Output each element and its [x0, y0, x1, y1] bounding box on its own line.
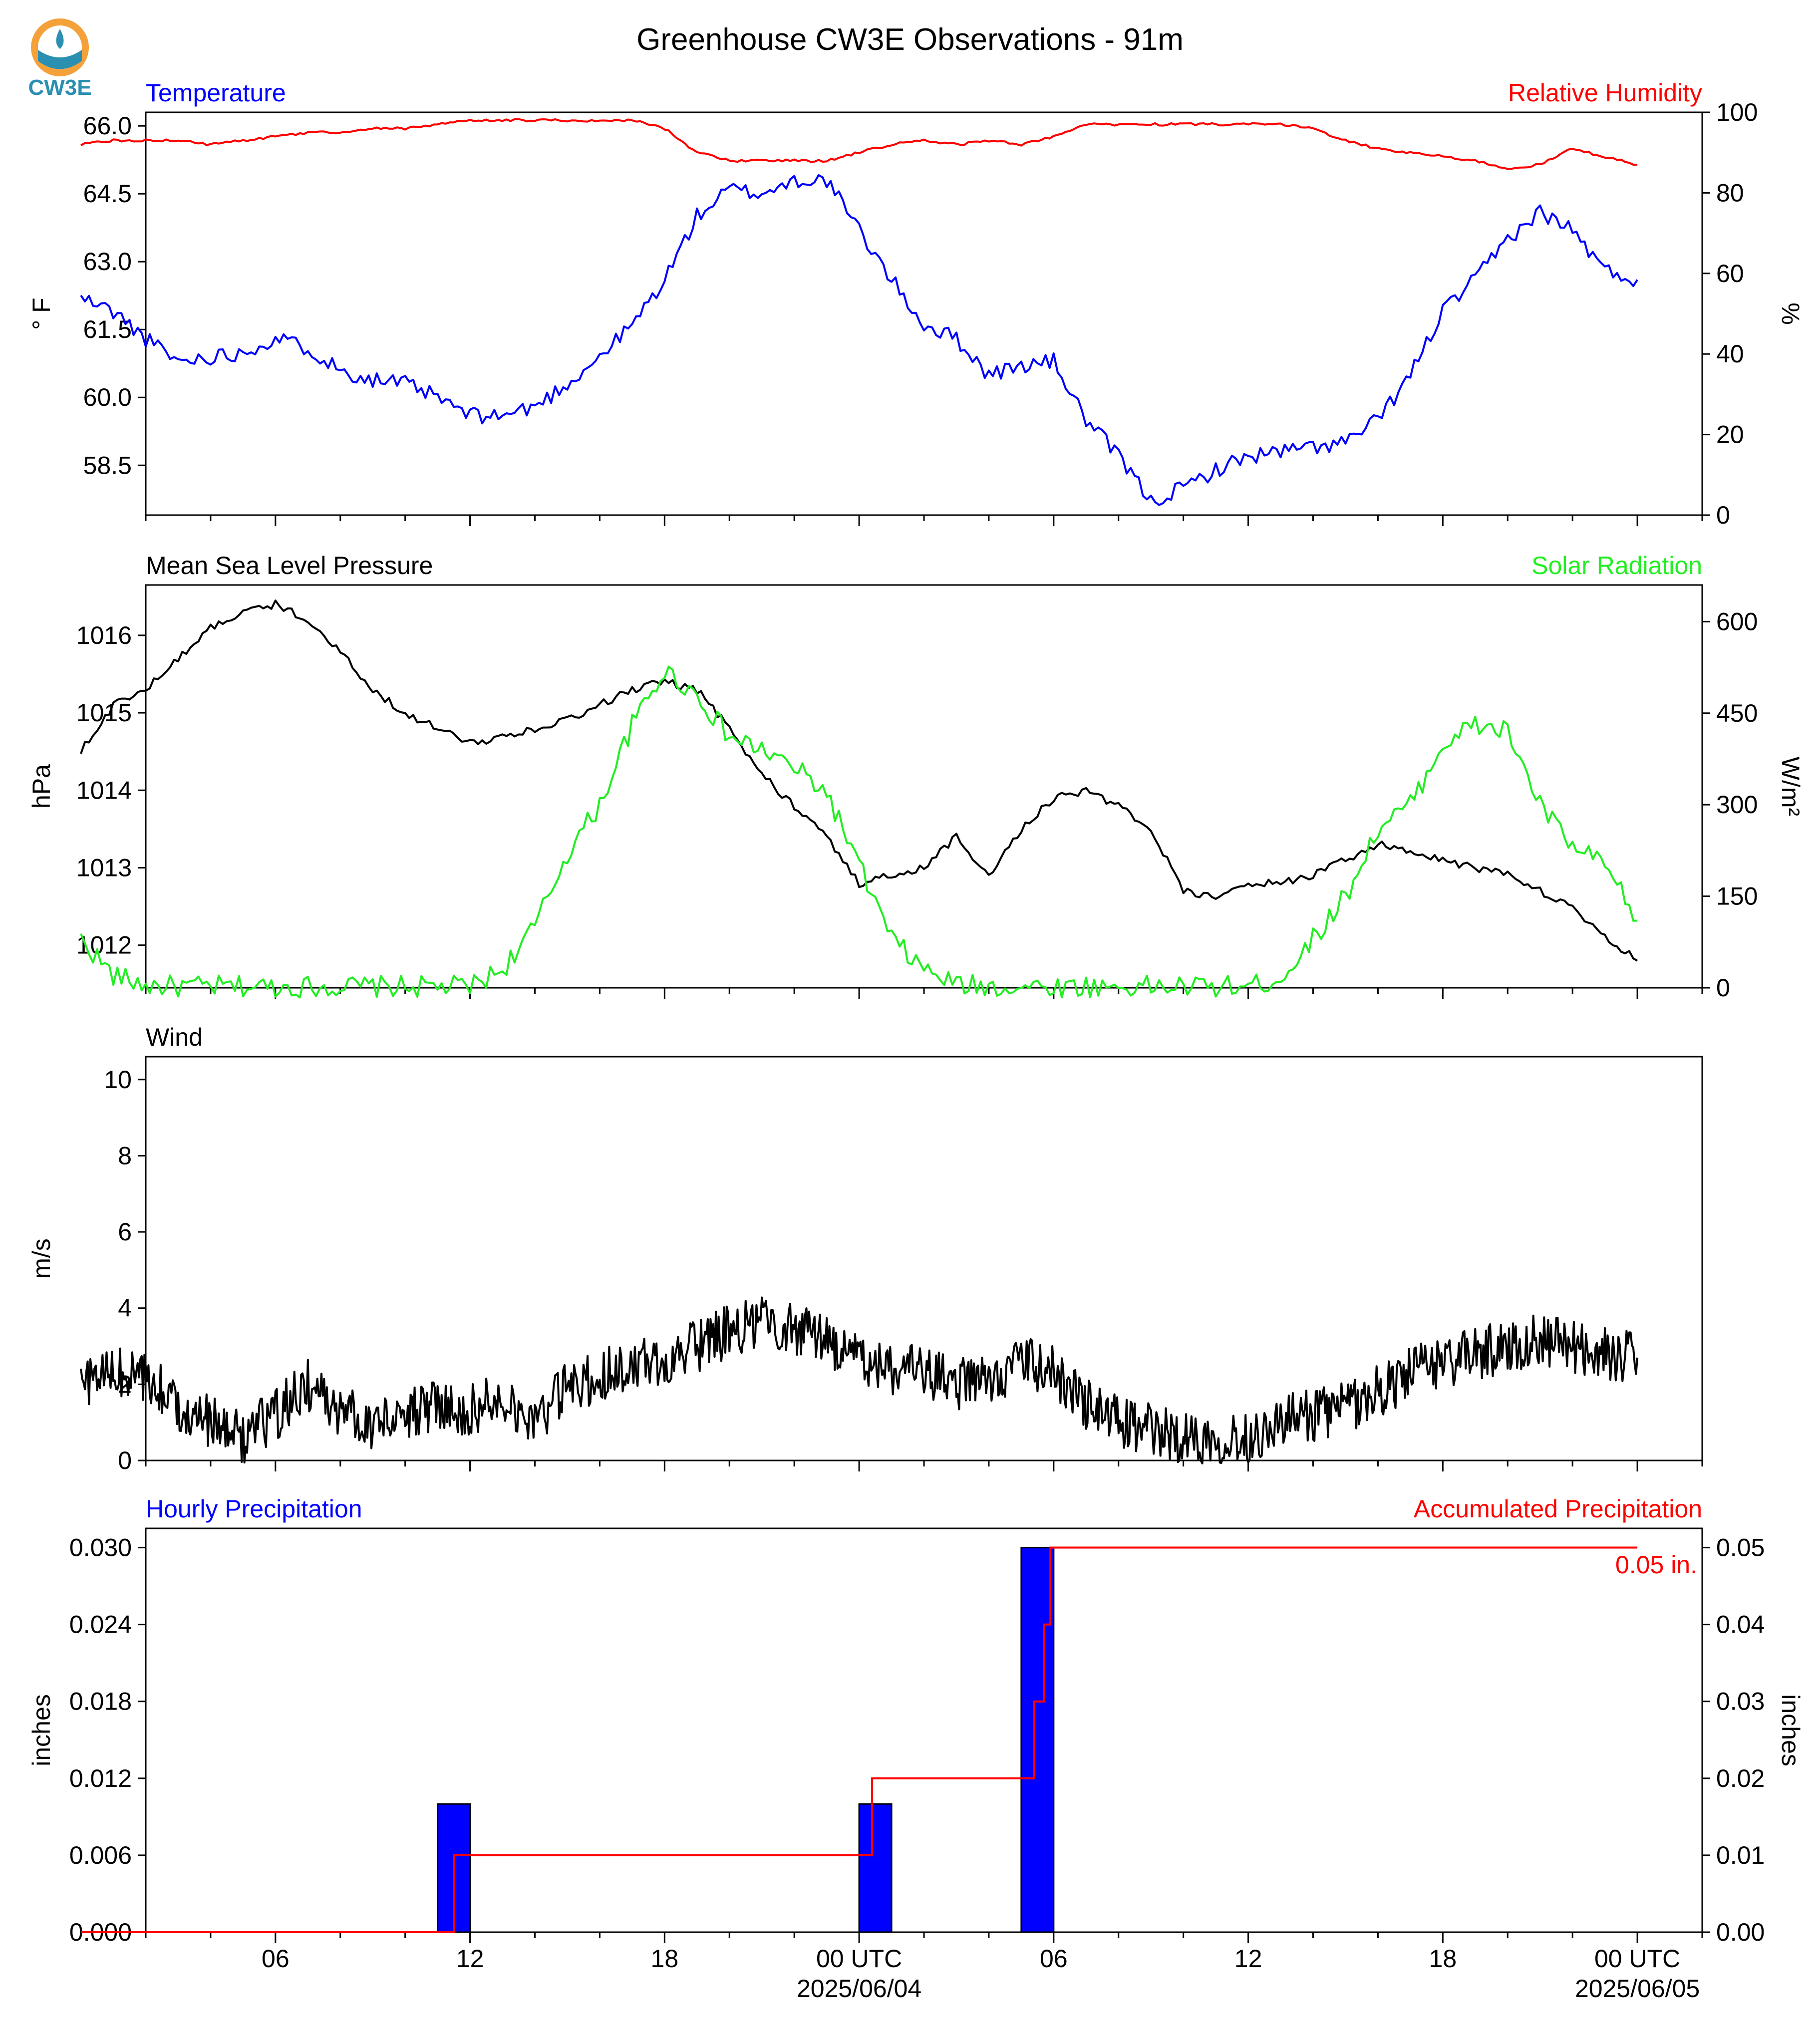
x-tick-label: 06 — [1040, 1945, 1068, 1973]
water-drop-icon — [56, 29, 64, 49]
x-tick-label: 18 — [1429, 1945, 1457, 1973]
y-tick-label: 1013 — [76, 854, 132, 881]
y-tick-label: 66.0 — [83, 112, 132, 140]
panel-title-right: Accumulated Precipitation — [1414, 1495, 1702, 1523]
y-tick-label: 58.5 — [83, 451, 132, 479]
series-line-2-1 — [80, 599, 1638, 962]
accumulated-precip-line — [81, 1546, 1638, 1933]
y-tick-label-right: 0.03 — [1716, 1688, 1765, 1716]
panel-title-left: Temperature — [146, 79, 286, 107]
panel-title-left: Hourly Precipitation — [146, 1495, 362, 1523]
y-tick-label: 1016 — [76, 621, 132, 649]
y-tick-label-right: 0 — [1716, 974, 1730, 1002]
y-axis-label: hPa — [27, 764, 55, 809]
cw3e-logo: CW3E — [28, 18, 92, 100]
plot-frame — [145, 1527, 1703, 1933]
y-tick-label-right: 100 — [1716, 98, 1758, 126]
plot-frame — [145, 584, 1703, 989]
x-tick-label: 18 — [651, 1945, 679, 1973]
y-tick-label: 1015 — [76, 699, 132, 727]
y-tick-label: 1014 — [76, 776, 132, 804]
series-line-2-2 — [80, 665, 1638, 999]
y-axis-label-right: inches — [1777, 1694, 1805, 1766]
y-axis-label-right: % — [1777, 302, 1805, 324]
panel-title-left: Mean Sea Level Pressure — [146, 552, 433, 579]
x-date-label: 2025/06/05 — [1575, 1975, 1700, 2003]
y-tick-label: 0.018 — [69, 1688, 132, 1716]
x-date-label: 2025/06/04 — [797, 1975, 921, 2003]
logo-wave — [38, 50, 82, 69]
precip-bar — [858, 1803, 893, 1933]
panels: Temperature Relative Humidity 66.0 64.5 63.0… — [27, 79, 1805, 2003]
x-tick-label: 12 — [456, 1945, 484, 1973]
series-line-3-1 — [80, 1296, 1639, 1464]
y-tick-label: 6 — [118, 1218, 132, 1246]
series-line-1-1 — [80, 174, 1638, 506]
figure-title: Greenhouse CW3E Observations - 91m — [636, 22, 1184, 57]
y-tick-label-right: 0.02 — [1716, 1764, 1765, 1792]
y-tick-label: 0.012 — [69, 1764, 132, 1792]
y-tick-label-right: 300 — [1716, 791, 1758, 819]
y-axis-label: m/s — [27, 1238, 55, 1279]
y-tick-label-right: 600 — [1716, 607, 1758, 635]
y-tick-label-right: 60 — [1716, 260, 1744, 288]
plot-frame — [145, 1056, 1703, 1461]
y-axis-label: ° F — [27, 297, 55, 329]
y-tick-label-right: 0.01 — [1716, 1841, 1765, 1869]
y-tick-label: 0 — [118, 1447, 132, 1474]
y-tick-label-right: 0.00 — [1716, 1918, 1765, 1946]
panel-title-right: Relative Humidity — [1508, 79, 1702, 107]
x-tick-label: 12 — [1234, 1945, 1262, 1973]
precip-bar — [1020, 1547, 1055, 1933]
x-tick-label: 06 — [262, 1945, 290, 1973]
y-tick-label: 0.024 — [69, 1611, 132, 1639]
y-tick-label: 10 — [104, 1066, 132, 1094]
y-tick-label: 0.030 — [69, 1534, 132, 1562]
series-line-1-2 — [80, 118, 1638, 170]
plot-frame — [145, 111, 1703, 516]
y-tick-label: 64.5 — [83, 180, 132, 208]
panel-title-left: Wind — [146, 1023, 203, 1051]
y-tick-label: 4 — [118, 1294, 132, 1322]
y-tick-label: 60.0 — [83, 383, 132, 411]
y-tick-label-right: 20 — [1716, 421, 1744, 449]
y-tick-label-right: 150 — [1716, 882, 1758, 910]
accumulated-total-label: 0.05 in. — [1615, 1551, 1697, 1579]
x-tick-label: 00 UTC — [816, 1945, 902, 1973]
y-tick-label-right: 0.04 — [1716, 1611, 1765, 1639]
x-tick-label: 00 UTC — [1594, 1945, 1680, 1973]
y-tick-label-right: 40 — [1716, 340, 1744, 368]
logo-text: CW3E — [28, 75, 91, 100]
y-tick-label: 8 — [118, 1142, 132, 1169]
y-axis-label-right: W/m² — [1777, 757, 1805, 816]
y-tick-label: 63.0 — [83, 248, 132, 276]
y-tick-label-right: 0 — [1716, 501, 1730, 529]
panel-title-right: Solar Radiation — [1531, 552, 1702, 579]
y-tick-label-right: 0.05 — [1716, 1534, 1765, 1562]
y-axis-label: inches — [27, 1694, 55, 1766]
y-tick-label-right: 450 — [1716, 699, 1758, 727]
y-tick-label: 0.006 — [69, 1841, 132, 1869]
y-tick-label-right: 80 — [1716, 179, 1744, 207]
